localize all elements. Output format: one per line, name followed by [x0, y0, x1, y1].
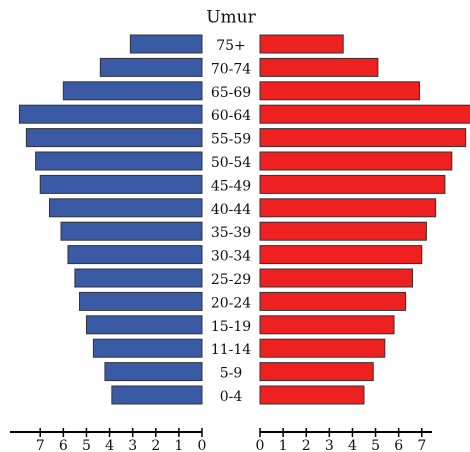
category-label: 35-39	[211, 225, 251, 241]
x-tick-label: 1	[174, 438, 183, 452]
category-label: 75+	[216, 38, 246, 54]
bar	[259, 385, 365, 405]
category-label: 30-34	[211, 249, 251, 265]
bar	[259, 221, 427, 241]
bar	[18, 104, 203, 124]
category-label: 20-24	[211, 295, 251, 311]
bar	[259, 104, 470, 124]
bar	[67, 245, 203, 265]
x-tick-label: 0	[198, 438, 207, 452]
category-label: 15-19	[211, 319, 251, 335]
bar	[259, 128, 467, 148]
category-label: 5-9	[220, 366, 243, 382]
category-label: 40-44	[211, 202, 251, 218]
category-label: 70-74	[211, 61, 251, 77]
bar	[92, 338, 203, 358]
bar	[259, 245, 423, 265]
bar	[259, 57, 379, 77]
category-label: 25-29	[211, 272, 251, 288]
bar	[129, 34, 203, 54]
category-label: 0-4	[220, 389, 243, 405]
x-tick-label: 7	[36, 438, 45, 452]
x-tick-label: 6	[394, 438, 403, 452]
chart-title: Umur	[206, 8, 256, 28]
bar	[74, 268, 203, 288]
bar	[48, 198, 203, 218]
bar	[60, 221, 203, 241]
bar	[39, 174, 203, 194]
x-tick-label: 5	[82, 438, 91, 452]
category-label: 50-54	[211, 155, 251, 171]
category-label: 60-64	[211, 108, 251, 124]
x-tick-label: 3	[325, 438, 334, 452]
x-tick-label: 2	[151, 438, 160, 452]
bar	[99, 57, 203, 77]
bar	[259, 81, 420, 101]
x-tick-label: 1	[279, 438, 288, 452]
x-tick-label: 4	[348, 438, 357, 452]
bar	[259, 268, 414, 288]
x-tick-label: 6	[59, 438, 68, 452]
bar	[35, 151, 203, 171]
x-tick-label: 0	[256, 438, 265, 452]
category-label: 65-69	[211, 85, 251, 101]
bar	[259, 174, 446, 194]
x-tick-label: 3	[128, 438, 137, 452]
bar	[259, 34, 344, 54]
bar	[25, 128, 203, 148]
bar	[259, 291, 407, 311]
category-label: 55-59	[211, 132, 251, 148]
x-tick-label: 2	[302, 438, 311, 452]
category-label: 11-14	[211, 342, 251, 358]
bar	[104, 362, 203, 382]
bar	[85, 315, 203, 335]
bar	[259, 198, 437, 218]
x-tick-label: 7	[417, 438, 426, 452]
bar	[259, 151, 453, 171]
bar	[259, 362, 374, 382]
bar	[62, 81, 203, 101]
bar	[79, 291, 203, 311]
category-label: 45-49	[211, 178, 251, 194]
bar	[259, 315, 395, 335]
bar	[259, 338, 386, 358]
x-tick-label: 5	[371, 438, 380, 452]
x-tick-label: 4	[105, 438, 114, 452]
bar	[111, 385, 203, 405]
